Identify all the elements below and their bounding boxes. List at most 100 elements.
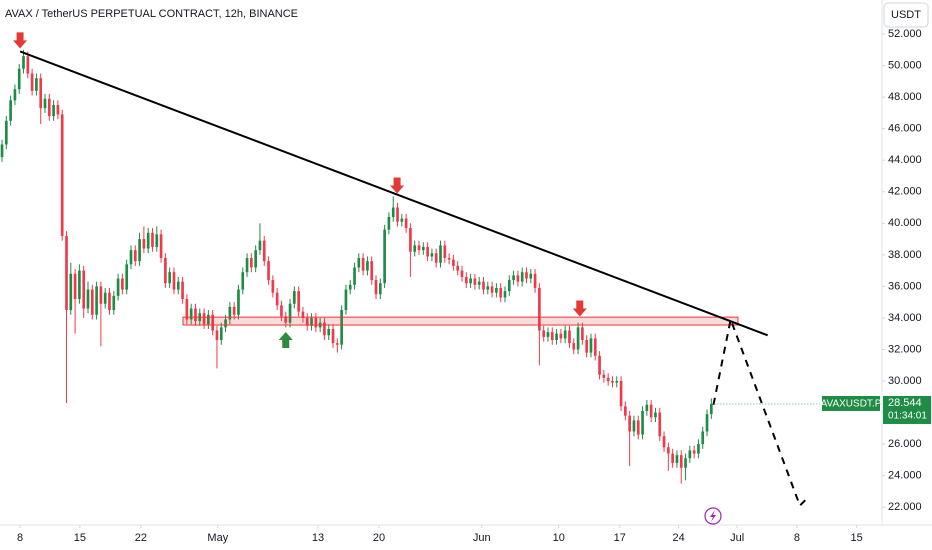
candle-body bbox=[284, 316, 288, 323]
candle-body bbox=[671, 453, 674, 464]
countdown: 01:34:01 bbox=[888, 411, 927, 422]
y-tick-label: 52.000 bbox=[888, 28, 922, 40]
candle-body bbox=[641, 410, 644, 435]
symbol-tag-bg bbox=[822, 395, 880, 411]
y-tick-label: 40.000 bbox=[888, 217, 922, 229]
candle-body bbox=[237, 289, 240, 315]
candle-body bbox=[636, 420, 640, 435]
candle-body bbox=[39, 78, 43, 109]
candle-body bbox=[241, 272, 245, 290]
candle-body bbox=[146, 232, 150, 249]
candle-body bbox=[323, 322, 326, 336]
candle-body bbox=[688, 450, 692, 459]
candle-body bbox=[598, 355, 601, 375]
candle-body bbox=[710, 403, 713, 415]
candle-body bbox=[176, 281, 180, 290]
candle-body bbox=[563, 330, 567, 339]
candle-body bbox=[378, 283, 382, 295]
candle-body bbox=[602, 374, 606, 378]
y-tick-label: 30.000 bbox=[888, 375, 922, 387]
candle-body bbox=[357, 258, 361, 268]
candle-body bbox=[185, 299, 189, 320]
candle-body bbox=[336, 343, 339, 345]
candle-body bbox=[275, 292, 279, 306]
candle-body bbox=[439, 245, 442, 263]
candle-body bbox=[250, 258, 253, 268]
candle-body bbox=[452, 259, 455, 266]
candle-body bbox=[142, 239, 146, 249]
candle-body bbox=[280, 305, 283, 317]
currency-button[interactable] bbox=[883, 2, 929, 28]
candle-body bbox=[417, 245, 421, 251]
candle-body bbox=[503, 291, 507, 298]
candle-body bbox=[99, 286, 103, 304]
candle-body bbox=[581, 327, 584, 341]
candle-body bbox=[361, 258, 365, 271]
candle-body bbox=[121, 278, 124, 290]
candle-body bbox=[60, 114, 64, 236]
candle-body bbox=[542, 330, 546, 337]
candle-body bbox=[224, 319, 227, 328]
x-tick-label: May bbox=[207, 532, 228, 544]
y-tick-label: 42.000 bbox=[888, 186, 922, 198]
y-tick-label: 24.000 bbox=[888, 470, 922, 482]
candle-body bbox=[82, 270, 86, 309]
candle-body bbox=[697, 444, 700, 454]
candle-body bbox=[615, 381, 619, 383]
candle-body bbox=[611, 381, 614, 383]
candle-body bbox=[555, 333, 558, 341]
candle-body bbox=[495, 287, 498, 293]
candle-body bbox=[705, 414, 709, 432]
candle-body bbox=[568, 330, 571, 344]
candle-body bbox=[353, 267, 356, 285]
candle-body bbox=[52, 105, 55, 117]
candle-body bbox=[215, 330, 219, 341]
candle-body bbox=[47, 98, 51, 117]
candle-body bbox=[103, 292, 107, 304]
y-tick-label: 38.000 bbox=[888, 249, 922, 261]
x-tick-label: Jun bbox=[473, 532, 491, 544]
candle-body bbox=[301, 311, 305, 318]
candle-body bbox=[692, 450, 696, 454]
candle-body bbox=[645, 404, 649, 411]
y-tick-label: 50.000 bbox=[888, 60, 922, 72]
candle-body bbox=[314, 317, 318, 328]
candle-body bbox=[172, 272, 176, 290]
candle-body bbox=[262, 240, 266, 262]
candle-body bbox=[116, 278, 120, 296]
candle-body bbox=[297, 291, 300, 312]
candle-body bbox=[202, 313, 206, 325]
candle-body bbox=[194, 308, 197, 322]
candle-body bbox=[464, 276, 468, 284]
candle-body bbox=[469, 278, 472, 284]
candle-body bbox=[133, 250, 137, 262]
y-tick-label: 36.000 bbox=[888, 280, 922, 292]
candle-body bbox=[533, 273, 537, 288]
candle-body bbox=[520, 272, 524, 282]
candle-body bbox=[679, 455, 683, 468]
candle-body bbox=[340, 310, 343, 345]
candle-body bbox=[112, 295, 116, 311]
candle-body bbox=[473, 278, 477, 285]
signal-arrow bbox=[572, 300, 587, 317]
candle-body bbox=[17, 68, 21, 90]
signal-arrow bbox=[13, 32, 28, 49]
candle-body bbox=[293, 291, 296, 304]
candle-body bbox=[443, 245, 447, 259]
x-tick-label: 8 bbox=[17, 532, 23, 544]
candle-body bbox=[95, 286, 98, 315]
currency-label[interactable]: USDT bbox=[891, 9, 921, 21]
candle-body bbox=[486, 286, 490, 290]
candle-body bbox=[409, 228, 412, 252]
candle-body bbox=[310, 317, 313, 326]
candle-body bbox=[73, 273, 77, 300]
candle-body bbox=[366, 261, 369, 271]
candle-body bbox=[30, 73, 34, 91]
candle-body bbox=[90, 289, 94, 315]
candle-body bbox=[288, 303, 292, 323]
candle-body bbox=[593, 338, 597, 356]
candle-body bbox=[628, 415, 631, 432]
projection-path bbox=[712, 315, 809, 508]
candle-body bbox=[572, 343, 576, 350]
candle-body bbox=[159, 234, 163, 259]
